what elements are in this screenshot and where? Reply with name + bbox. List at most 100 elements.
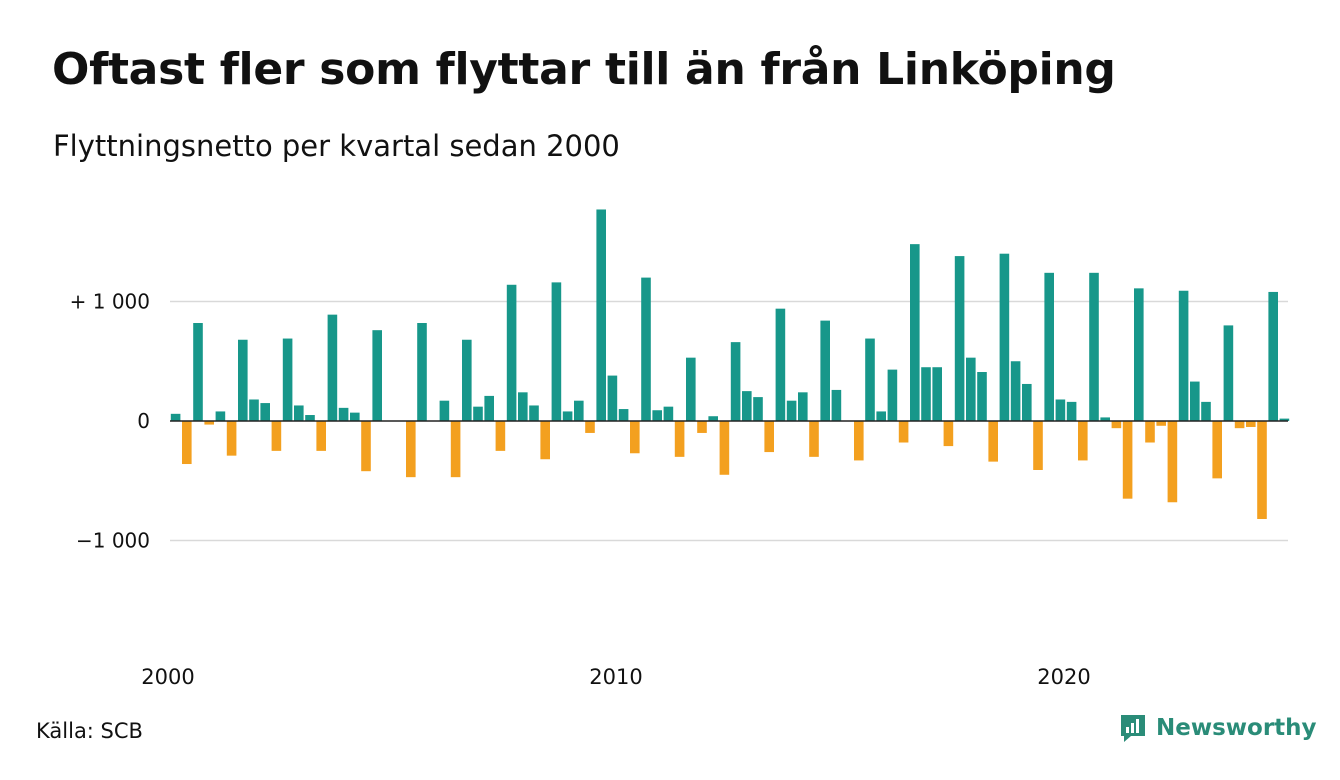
bar [462, 339, 472, 421]
bar [226, 421, 237, 456]
brand-logo: Newsworthy [1118, 712, 1317, 744]
bar [529, 405, 539, 421]
bar [1190, 381, 1200, 421]
bar [865, 338, 875, 421]
bar [1246, 421, 1256, 427]
bar [495, 421, 506, 451]
bar [954, 256, 965, 421]
bar [450, 421, 461, 478]
bar [574, 400, 584, 421]
bar [697, 421, 707, 433]
bar [1044, 272, 1054, 421]
bar [204, 421, 214, 425]
bar [1100, 417, 1110, 421]
bar [898, 421, 909, 443]
bar [327, 314, 338, 421]
bar [663, 406, 674, 421]
x-tick-label: 2020 [1037, 665, 1090, 689]
bar [193, 323, 203, 421]
bar [439, 400, 450, 421]
bar [786, 400, 797, 421]
bar [596, 209, 606, 421]
bar [910, 244, 920, 421]
y-tick-label: 0 [137, 409, 150, 433]
bar [562, 411, 573, 421]
bar [1089, 272, 1099, 421]
bar [1145, 421, 1155, 443]
bar [674, 421, 685, 457]
newsworthy-logo-icon [1121, 715, 1145, 742]
bar [708, 416, 718, 421]
bar [798, 392, 808, 421]
bar [820, 320, 830, 421]
bar [372, 330, 382, 421]
bar [215, 411, 226, 421]
bar [182, 421, 192, 465]
bar [282, 338, 293, 421]
bar [831, 389, 842, 421]
bar [260, 403, 270, 421]
bar [607, 375, 618, 421]
bar [1178, 290, 1189, 421]
bar [540, 421, 550, 460]
bar [249, 399, 259, 421]
source-note: Källa: SCB [36, 719, 143, 743]
bar [999, 253, 1010, 421]
bar [238, 339, 248, 421]
bar [1257, 421, 1267, 519]
bar [764, 421, 774, 453]
x-tick-label: 2010 [589, 665, 642, 689]
bar [1033, 421, 1043, 470]
bar [921, 367, 931, 421]
bar [1055, 399, 1066, 421]
bar [887, 369, 898, 421]
bar [473, 406, 483, 421]
bar [350, 412, 360, 421]
bar [630, 421, 640, 454]
bar [809, 421, 819, 457]
bar [294, 405, 304, 421]
bar [1066, 401, 1077, 421]
bar [943, 421, 954, 447]
bar [305, 415, 315, 421]
bar [1212, 421, 1222, 479]
bar [271, 421, 282, 451]
bar [1268, 291, 1278, 421]
bar [775, 308, 786, 421]
bar [988, 421, 998, 462]
bar [551, 282, 562, 421]
bar [1111, 421, 1122, 429]
bar [932, 367, 942, 421]
bar [742, 391, 752, 421]
bar [1167, 421, 1178, 503]
bar [406, 421, 416, 478]
bar [854, 421, 864, 461]
bar [506, 284, 517, 421]
chart-subtitle: Flyttningsnetto per kvartal sedan 2000 [53, 129, 620, 163]
bar [338, 407, 349, 421]
bar [977, 372, 987, 421]
bar [641, 277, 651, 421]
bar [618, 409, 629, 421]
bar [966, 357, 976, 421]
bar [1279, 418, 1290, 421]
bar [1201, 401, 1211, 421]
brand-name: Newsworthy [1156, 715, 1317, 741]
bar [1156, 421, 1166, 426]
bar [361, 421, 371, 472]
bar [585, 421, 595, 433]
bar [1223, 325, 1234, 421]
y-tick-label: −1 000 [76, 529, 150, 553]
bar [652, 410, 662, 421]
bar [316, 421, 326, 451]
bar [876, 411, 886, 421]
bar [417, 323, 427, 421]
bar [484, 395, 494, 421]
bar [730, 342, 741, 421]
bar [1078, 421, 1088, 461]
bar [686, 357, 696, 421]
bar [1122, 421, 1133, 499]
chart-title: Oftast fler som flyttar till än från Lin… [52, 44, 1116, 95]
bar [753, 397, 763, 421]
